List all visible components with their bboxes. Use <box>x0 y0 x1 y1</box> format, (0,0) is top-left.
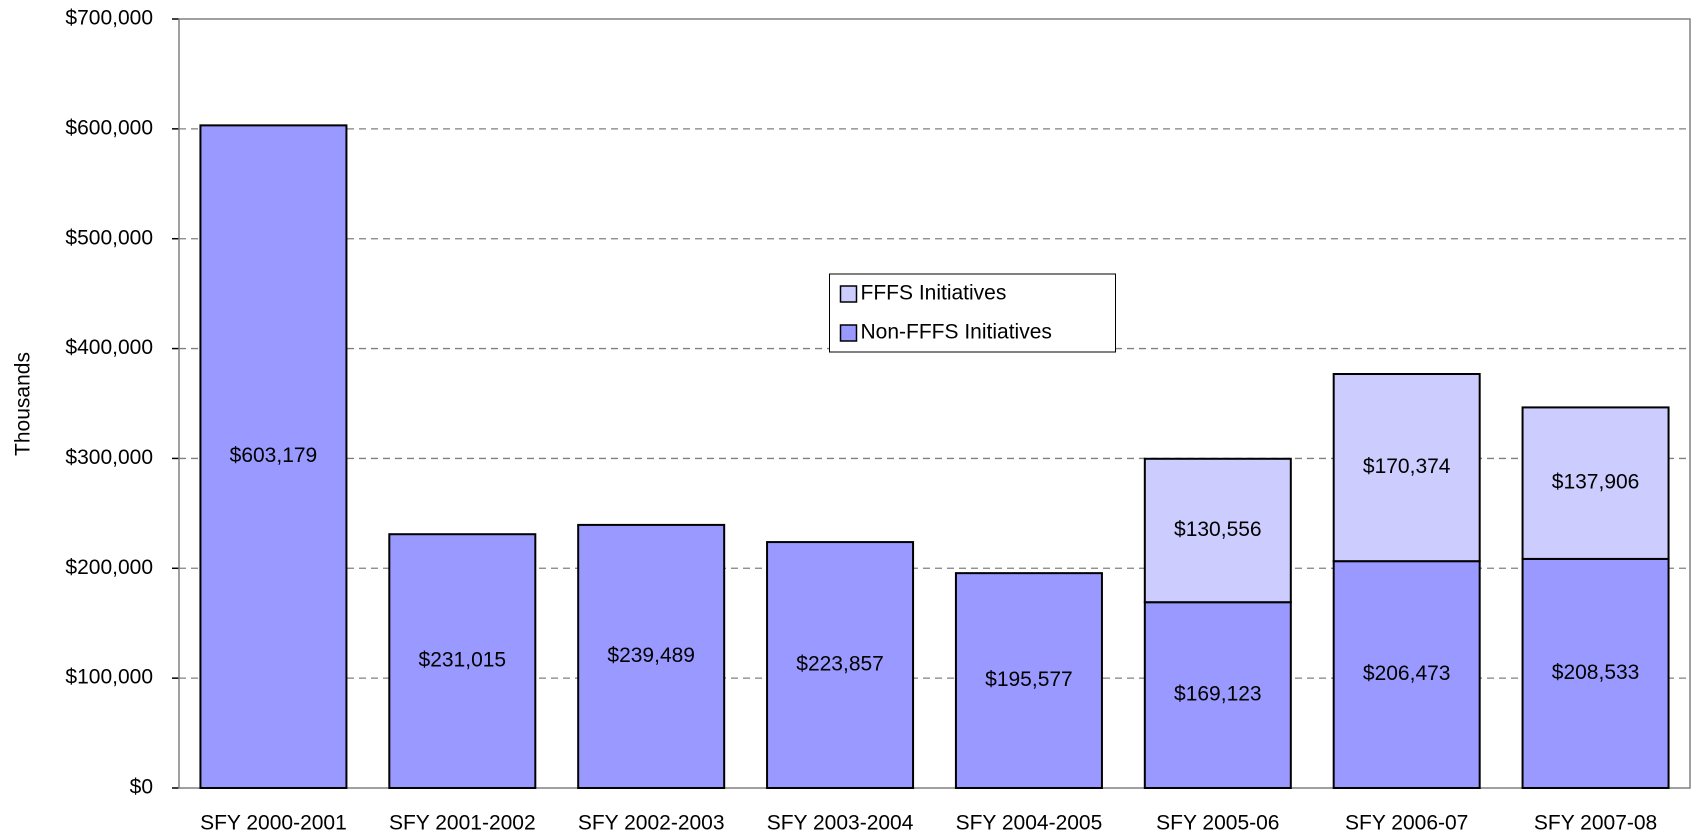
bar-segment <box>954 572 1103 790</box>
legend-label: FFFS Initiatives <box>861 282 1007 305</box>
legend-swatch <box>839 324 858 342</box>
bar-segment <box>766 541 915 789</box>
x-tick-label: SFY 2004-2005 <box>956 812 1103 835</box>
data-label: $170,374 <box>1363 455 1451 478</box>
x-tick-label: SFY 2001-2002 <box>389 812 536 835</box>
bar-segment <box>1143 457 1292 604</box>
x-tick-label: SFY 2007-08 <box>1534 812 1657 835</box>
y-tick-label: $0 <box>130 776 153 799</box>
legend: FFFS Initiatives Non-FFFS Initiatives <box>829 273 1116 353</box>
x-tick-label: SFY 2003-2004 <box>767 812 914 835</box>
legend-label: Non-FFFS Initiatives <box>861 321 1052 344</box>
x-tick-label: SFY 2005-06 <box>1156 812 1279 835</box>
data-label: $206,473 <box>1363 662 1451 685</box>
bar-segment <box>577 523 726 789</box>
y-axis-label: Thousands <box>12 352 35 456</box>
data-label: $231,015 <box>419 649 507 672</box>
bar-segment <box>1521 557 1670 790</box>
y-tick-label: $500,000 <box>65 226 153 249</box>
y-tick-label: $200,000 <box>65 556 153 579</box>
x-tick-label: SFY 2002-2003 <box>578 812 725 835</box>
data-label: $130,556 <box>1174 518 1262 541</box>
data-label: $195,577 <box>985 668 1073 691</box>
bar-segment <box>1143 601 1292 789</box>
y-tick-label: $700,000 <box>65 7 153 30</box>
data-label: $239,489 <box>607 644 695 667</box>
y-tick-label: $600,000 <box>65 116 153 139</box>
plot-frame <box>178 18 1691 789</box>
x-tick-label: SFY 2000-2001 <box>200 812 347 835</box>
legend-swatch <box>839 285 858 303</box>
bar-segment <box>1332 373 1481 563</box>
bar-segment <box>1521 406 1670 560</box>
data-label: $208,533 <box>1552 661 1640 684</box>
x-tick-label: SFY 2006-07 <box>1345 812 1468 835</box>
legend-box <box>829 273 1116 353</box>
data-label: $603,179 <box>230 444 318 467</box>
data-label: $169,123 <box>1174 683 1262 706</box>
data-label: $137,906 <box>1552 471 1640 494</box>
y-tick-label: $100,000 <box>65 666 153 689</box>
bar-segment <box>1332 560 1481 790</box>
data-label: $223,857 <box>796 653 884 676</box>
bar-segment <box>388 533 537 789</box>
y-tick-label: $400,000 <box>65 336 153 359</box>
bar-segment <box>199 124 348 789</box>
y-tick-label: $300,000 <box>65 446 153 469</box>
